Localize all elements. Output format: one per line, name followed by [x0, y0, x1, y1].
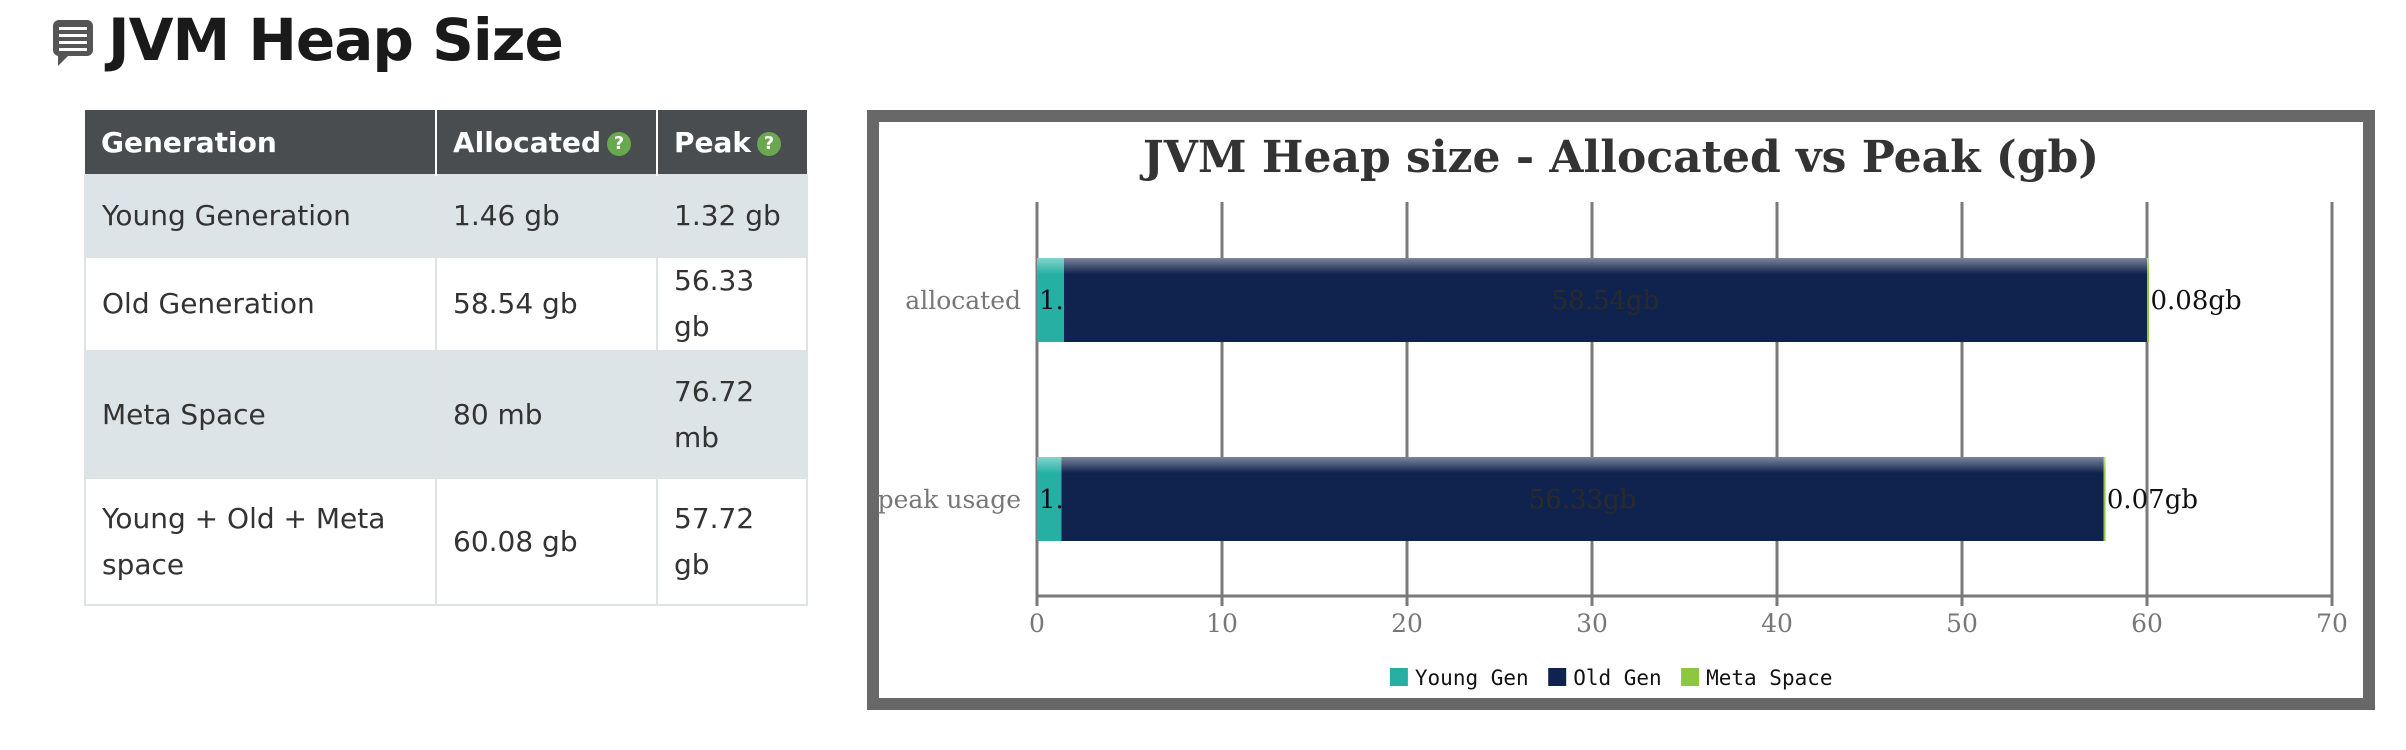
legend-label: Young Gen: [1415, 666, 1529, 690]
page-title: JVM Heap Size: [108, 6, 564, 74]
help-icon[interactable]: ?: [607, 131, 632, 156]
bar-highlight: [1037, 258, 1065, 274]
allocated-cell: 1.46 gb: [435, 174, 658, 258]
data-label: 58.54gb: [1552, 286, 1660, 316]
peak-cell: 76.72 mb: [656, 350, 808, 479]
table-row: Old Generation 58.54 gb 56.33 gb: [84, 256, 808, 352]
generation-cell: Young Generation: [84, 174, 437, 258]
comment-list-icon: [53, 20, 93, 66]
legend-swatch: [1548, 668, 1567, 686]
table-row: Young Generation 1.46 gb 1.32 gb: [84, 174, 808, 258]
data-label: 0.07gb: [2107, 485, 2198, 515]
allocated-cell: 60.08 gb: [435, 477, 658, 606]
peak-cell: 1.32 gb: [656, 174, 808, 258]
legend-swatch: [1681, 668, 1700, 686]
generation-cell: Meta Space: [84, 350, 437, 479]
category-label: peak usage: [878, 485, 1021, 514]
allocated-cell: 80 mb: [435, 350, 658, 479]
x-tick-label: 70: [2316, 609, 2348, 638]
heap-size-table: Generation Allocated? Peak? Young Genera…: [84, 110, 808, 606]
legend-swatch: [1389, 668, 1408, 686]
peak-cell: 56.33 gb: [656, 256, 808, 352]
legend-label: Old Gen: [1573, 666, 1662, 690]
data-label: 56.33gb: [1529, 485, 1637, 515]
x-tick-label: 50: [1946, 609, 1978, 638]
table-row: Meta Space 80 mb 76.72 mb: [84, 350, 808, 479]
bar-highlight: [1064, 258, 2147, 274]
bar-highlight: [2103, 457, 2106, 473]
bar-segment: [2103, 457, 2106, 541]
table-header-row: Generation Allocated? Peak?: [85, 110, 807, 175]
bar-highlight: [2147, 258, 2149, 274]
peak-column-header: Peak?: [657, 110, 807, 175]
x-tick-label: 30: [1576, 609, 1608, 638]
legend-label: Meta Space: [1706, 666, 1832, 690]
data-label: 0.08gb: [2150, 286, 2241, 316]
x-tick-label: 0: [1029, 609, 1045, 638]
category-label: allocated: [905, 286, 1021, 315]
heap-stacked-bar-chart: JVM Heap size - Allocated vs Peak (gb) 0 1…: [878, 132, 2348, 690]
generation-cell: Old Generation: [84, 256, 437, 352]
generation-cell: Young + Old + Meta space: [84, 477, 437, 606]
x-tick-label: 20: [1391, 609, 1423, 638]
section-heading: JVM Heap Size: [52, 4, 564, 76]
heap-chart-panel: JVM Heap size - Allocated vs Peak (gb) 0 1…: [867, 110, 2375, 710]
peak-cell: 57.72 gb: [656, 477, 808, 606]
chart-title: JVM Heap size - Allocated vs Peak (gb): [1139, 132, 2099, 183]
bar-segment: [2147, 258, 2149, 342]
generation-column-header: Generation: [85, 110, 437, 175]
x-tick-label: 10: [1206, 609, 1238, 638]
bar-highlight: [1037, 457, 1062, 473]
x-tick-label: 60: [2131, 609, 2163, 638]
x-tick-label: 40: [1761, 609, 1793, 638]
allocated-cell: 58.54 gb: [435, 256, 658, 352]
table-row: Young + Old + Meta space 60.08 gb 57.72 …: [84, 477, 808, 606]
help-icon[interactable]: ?: [757, 131, 782, 156]
bar-highlight: [1061, 457, 2104, 473]
allocated-column-header: Allocated?: [436, 110, 658, 175]
